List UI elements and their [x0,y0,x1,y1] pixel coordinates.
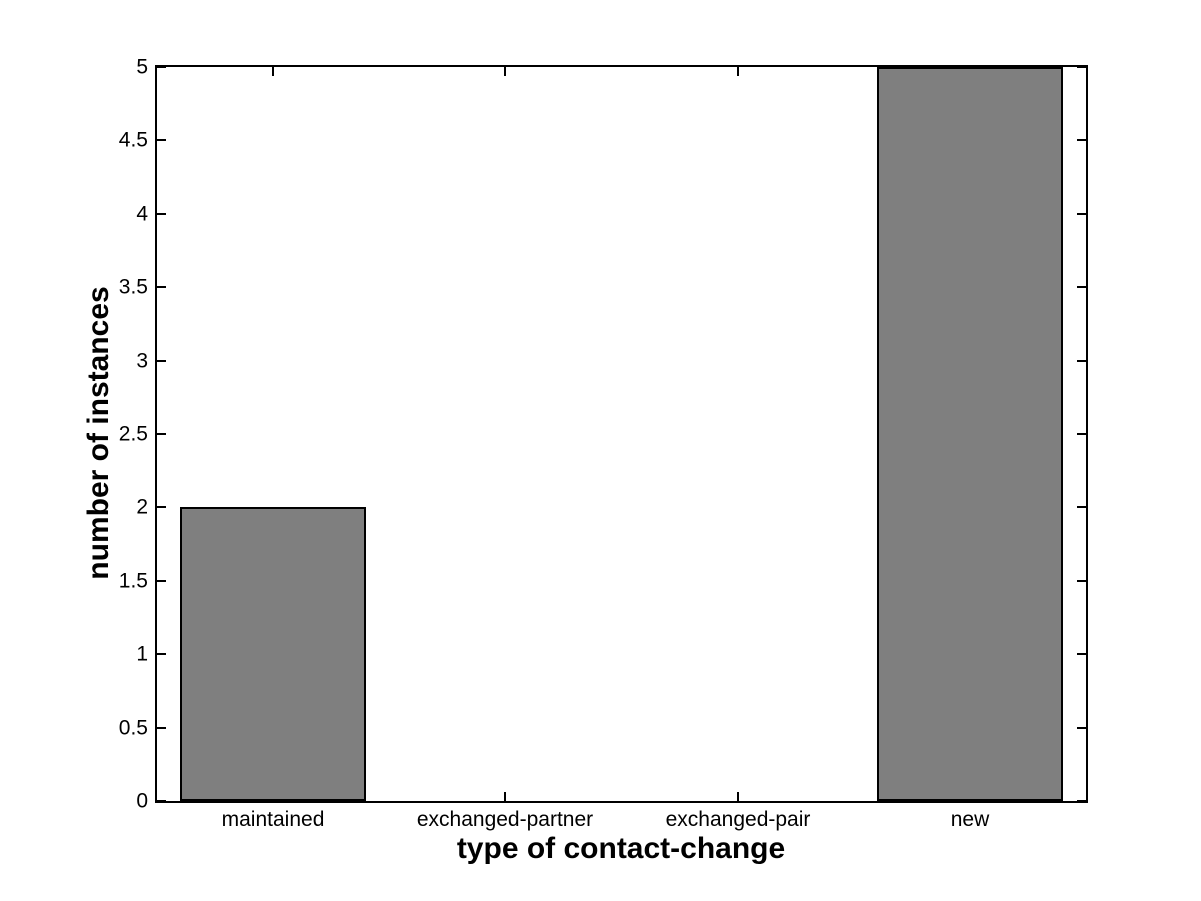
y-tick-label: 2 [136,495,148,519]
x-tick-top [737,67,739,76]
y-tick-left [157,433,166,435]
x-axis-title: type of contact-change [456,832,786,865]
y-tick-right [1077,800,1086,802]
y-tick-label: 3 [136,349,148,373]
y-tick-label: 2.5 [118,422,148,446]
x-tick-label: exchanged-pair [665,808,811,831]
bar-new [877,67,1063,801]
y-tick-label: 1 [136,642,148,666]
y-tick-right [1077,213,1086,215]
y-tick-label: 0.5 [118,716,148,740]
x-tick-label: exchanged-partner [416,808,594,831]
y-tick-left [157,360,166,362]
y-tick-label: 0 [136,789,148,813]
plot-area [155,65,1088,803]
y-tick-left [157,580,166,582]
y-tick-left [157,286,166,288]
y-tick-label: 5 [136,55,148,79]
y-tick-right [1077,506,1086,508]
y-tick-right [1077,360,1086,362]
y-tick-left [157,213,166,215]
y-axis-title: number of instances [82,286,115,580]
bar-maintained [180,507,366,801]
y-tick-left [157,653,166,655]
y-tick-left [157,800,166,802]
x-tick-bottom [504,792,506,801]
y-tick-right [1077,433,1086,435]
x-tick-label: maintained [221,808,325,831]
y-tick-label: 1.5 [118,569,148,593]
x-tick-bottom [737,792,739,801]
x-tick-top [504,67,506,76]
y-tick-left [157,66,166,68]
y-tick-left [157,139,166,141]
y-tick-right [1077,580,1086,582]
y-tick-label: 3.5 [118,275,148,299]
y-tick-right [1077,66,1086,68]
x-tick-label: new [950,808,990,831]
y-tick-left [157,506,166,508]
y-tick-right [1077,653,1086,655]
y-tick-label: 4.5 [118,128,148,152]
y-tick-right [1077,727,1086,729]
y-tick-label: 4 [136,202,148,226]
y-tick-right [1077,286,1086,288]
y-tick-left [157,727,166,729]
y-tick-right [1077,139,1086,141]
x-tick-top [272,67,274,76]
